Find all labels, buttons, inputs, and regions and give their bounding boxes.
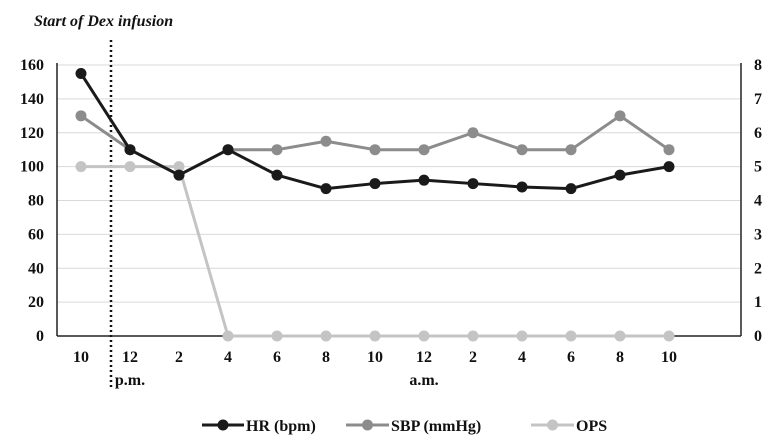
x-tick-label: 4 bbox=[518, 349, 526, 366]
x-tick-label: 6 bbox=[567, 349, 575, 366]
dex-start-marker: Start of Dex infusion bbox=[34, 13, 173, 390]
data-point-sbp bbox=[75, 110, 87, 122]
data-point-ops bbox=[369, 330, 381, 342]
y-left-tick-label: 40 bbox=[28, 260, 44, 277]
data-point-sbp bbox=[663, 144, 675, 156]
x-tick-label: 8 bbox=[322, 349, 330, 366]
legend-swatch-marker bbox=[547, 419, 558, 431]
legend-swatch-marker bbox=[362, 419, 373, 431]
data-point-ops bbox=[663, 330, 675, 342]
x-tick-label: 10 bbox=[661, 349, 677, 366]
x-tick-label: 12 bbox=[122, 349, 138, 366]
y-right-tick-label: 1 bbox=[754, 294, 762, 311]
data-point-sbp bbox=[369, 144, 381, 156]
data-point-ops bbox=[516, 330, 528, 342]
data-point-ops bbox=[271, 330, 283, 342]
legend-label: OPS bbox=[576, 418, 607, 435]
data-point-ops bbox=[320, 330, 332, 342]
data-point-hr bbox=[565, 183, 577, 195]
dex-start-annotation: Start of Dex infusion bbox=[34, 13, 173, 30]
x-tick-label: 12 bbox=[416, 349, 432, 366]
y-right-tick-label: 6 bbox=[754, 125, 762, 142]
data-point-ops bbox=[467, 330, 479, 342]
y-right-tick-label: 3 bbox=[754, 226, 762, 243]
y-left-tick-label: 120 bbox=[20, 125, 44, 142]
data-point-sbp bbox=[320, 135, 332, 147]
axes bbox=[56, 63, 742, 337]
data-point-ops bbox=[418, 330, 430, 342]
y-right-tick-label: 8 bbox=[754, 57, 762, 74]
y-right-tick-label: 7 bbox=[754, 91, 762, 108]
data-point-hr bbox=[320, 183, 332, 195]
y-left-tick-label: 60 bbox=[28, 226, 44, 243]
data-point-ops bbox=[222, 330, 234, 342]
y-left-tick-label: 140 bbox=[20, 91, 44, 108]
x-tick-label: 6 bbox=[273, 349, 281, 366]
data-point-hr bbox=[369, 178, 381, 190]
x-tick-label: 10 bbox=[73, 349, 89, 366]
data-point-ops bbox=[124, 161, 136, 173]
data-point-sbp bbox=[614, 110, 626, 122]
data-point-ops bbox=[75, 161, 87, 173]
data-point-ops bbox=[614, 330, 626, 342]
x-tick-label: 8 bbox=[616, 349, 624, 366]
y-right-tick-label: 4 bbox=[754, 193, 762, 210]
legend-label: SBP (mmHg) bbox=[391, 418, 481, 435]
series-line-ops bbox=[81, 165, 669, 338]
data-point-hr bbox=[467, 178, 479, 190]
y-left-tick-label: 20 bbox=[28, 294, 44, 311]
period-label: p.m. bbox=[115, 372, 145, 389]
data-point-sbp bbox=[516, 144, 528, 156]
gridlines bbox=[57, 64, 741, 303]
data-point-hr bbox=[75, 67, 87, 79]
y-left-tick-label: 100 bbox=[20, 159, 44, 176]
data-point-hr bbox=[418, 174, 430, 186]
data-point-hr bbox=[663, 161, 675, 173]
x-tick-label: 2 bbox=[469, 349, 477, 366]
series-lines bbox=[75, 67, 675, 342]
data-point-ops bbox=[565, 330, 577, 342]
legend-swatch-marker bbox=[217, 419, 229, 431]
data-point-sbp bbox=[467, 127, 479, 139]
y-left-tick-label: 0 bbox=[36, 328, 44, 345]
y-left-tick-label: 160 bbox=[20, 57, 44, 74]
y-right-tick-label: 2 bbox=[754, 260, 762, 277]
data-point-hr bbox=[124, 144, 136, 156]
data-point-sbp bbox=[418, 144, 430, 156]
x-tick-label: 4 bbox=[224, 349, 232, 366]
y-right-tick-label: 0 bbox=[754, 328, 762, 345]
data-point-hr bbox=[516, 181, 528, 193]
x-tick-label: 10 bbox=[367, 349, 383, 366]
data-point-ops bbox=[173, 161, 185, 173]
legend: HR (bpm) SBP (mmHg) OPS bbox=[202, 418, 607, 435]
data-point-sbp bbox=[565, 144, 577, 156]
data-point-hr bbox=[614, 169, 626, 181]
y-right-tick-label: 5 bbox=[754, 159, 762, 176]
series-line-hr bbox=[79, 72, 670, 191]
data-point-hr bbox=[222, 144, 234, 156]
period-label: a.m. bbox=[409, 372, 438, 389]
data-point-sbp bbox=[271, 144, 283, 156]
data-point-hr bbox=[271, 169, 283, 181]
data-point-hr bbox=[173, 169, 185, 181]
x-tick-label: 2 bbox=[175, 349, 183, 366]
y-left-tick-label: 80 bbox=[28, 193, 44, 210]
legend-label: HR (bpm) bbox=[246, 418, 316, 435]
